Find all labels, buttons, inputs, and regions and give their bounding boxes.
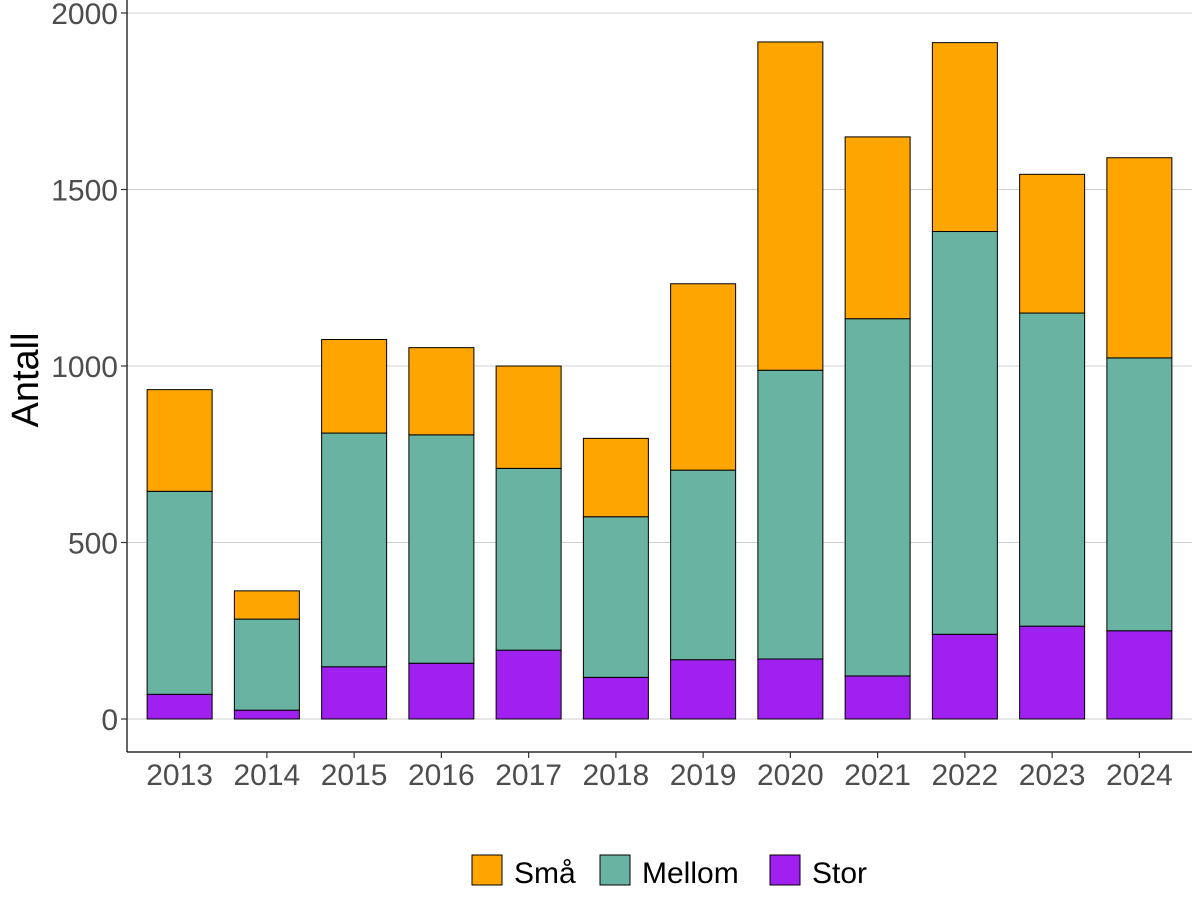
x-tick-label: 2015: [321, 759, 388, 792]
y-tick-label: 1500: [51, 175, 118, 208]
bar-2021-mellom: [844, 318, 911, 677]
x-tick-label: 2020: [757, 759, 824, 792]
bar-2020-sm: [757, 41, 824, 371]
bar-2013-stor: [146, 693, 213, 720]
bar-2023-sm: [1019, 173, 1086, 314]
bar-2019-stor: [670, 659, 737, 720]
x-tick-label: 2019: [670, 759, 737, 792]
gridlines: [127, 12, 1192, 720]
bar-2014-stor: [233, 709, 300, 720]
bar-2022-mellom: [931, 231, 998, 635]
y-tick-label: 1000: [51, 351, 118, 384]
y-tick-label: 500: [68, 528, 118, 561]
bar-2015-sm: [321, 339, 388, 434]
bar-2014-mellom: [233, 618, 300, 711]
bar-2018-mellom: [582, 516, 649, 678]
x-tick-label: 2024: [1106, 759, 1173, 792]
y-axis-title: Antall: [5, 332, 47, 427]
y-tick-label: 2000: [51, 0, 118, 31]
x-tick-label: 2018: [583, 759, 650, 792]
legend-swatch-mellom: [599, 854, 631, 886]
x-tick-label: 2016: [408, 759, 475, 792]
x-tick-label: 2022: [932, 759, 999, 792]
bar-2015-mellom: [321, 432, 388, 668]
bars: [146, 41, 1173, 720]
y-tick-labels: 0 500 1000 1500 2000: [51, 0, 127, 737]
bar-2021-stor: [844, 675, 911, 720]
bar-2016-sm: [408, 347, 475, 436]
bar-2018-sm: [582, 437, 649, 518]
bar-2023-mellom: [1019, 312, 1086, 627]
x-tick-label: 2021: [844, 759, 911, 792]
bar-2019-sm: [670, 283, 737, 471]
bar-2022-stor: [931, 633, 998, 720]
legend-label-sm: Små: [514, 857, 576, 890]
bar-2024-sm: [1106, 157, 1173, 359]
y-tick-label: 0: [101, 704, 118, 737]
bar-2015-stor: [321, 666, 388, 720]
legend-swatch-stor: [769, 854, 801, 886]
bar-2013-sm: [146, 389, 213, 492]
bar-2017-mellom: [495, 467, 562, 651]
bar-2016-stor: [408, 662, 475, 720]
bar-2020-mellom: [757, 369, 824, 660]
x-tick-label: 2023: [1019, 759, 1086, 792]
legend-label-mellom: Mellom: [642, 857, 739, 890]
bar-2018-stor: [582, 676, 649, 720]
bar-2014-sm: [233, 590, 300, 620]
bar-2013-mellom: [146, 490, 213, 695]
x-tick-label: 2017: [495, 759, 562, 792]
legend-label-stor: Stor: [812, 857, 867, 890]
bar-2022-sm: [931, 42, 998, 233]
x-tick-labels: 2013 2014 2015 2016 2017 2018 2019 2020 2021 2022…: [146, 752, 1173, 792]
legend-swatch-sm: [471, 854, 503, 886]
axes: [126, 0, 1192, 753]
bar-2024-mellom: [1106, 357, 1173, 632]
x-tick-label: 2013: [146, 759, 213, 792]
bar-2017-sm: [495, 365, 562, 469]
x-tick-label: 2014: [234, 759, 301, 792]
bar-2024-stor: [1106, 630, 1173, 720]
bar-2016-mellom: [408, 434, 475, 664]
bar-2019-mellom: [670, 469, 737, 661]
legend: Små Mellom Stor: [471, 854, 867, 890]
bar-2017-stor: [495, 649, 562, 720]
bar-2021-sm: [844, 136, 911, 320]
bar-2020-stor: [757, 658, 824, 720]
bar-2023-stor: [1019, 625, 1086, 720]
